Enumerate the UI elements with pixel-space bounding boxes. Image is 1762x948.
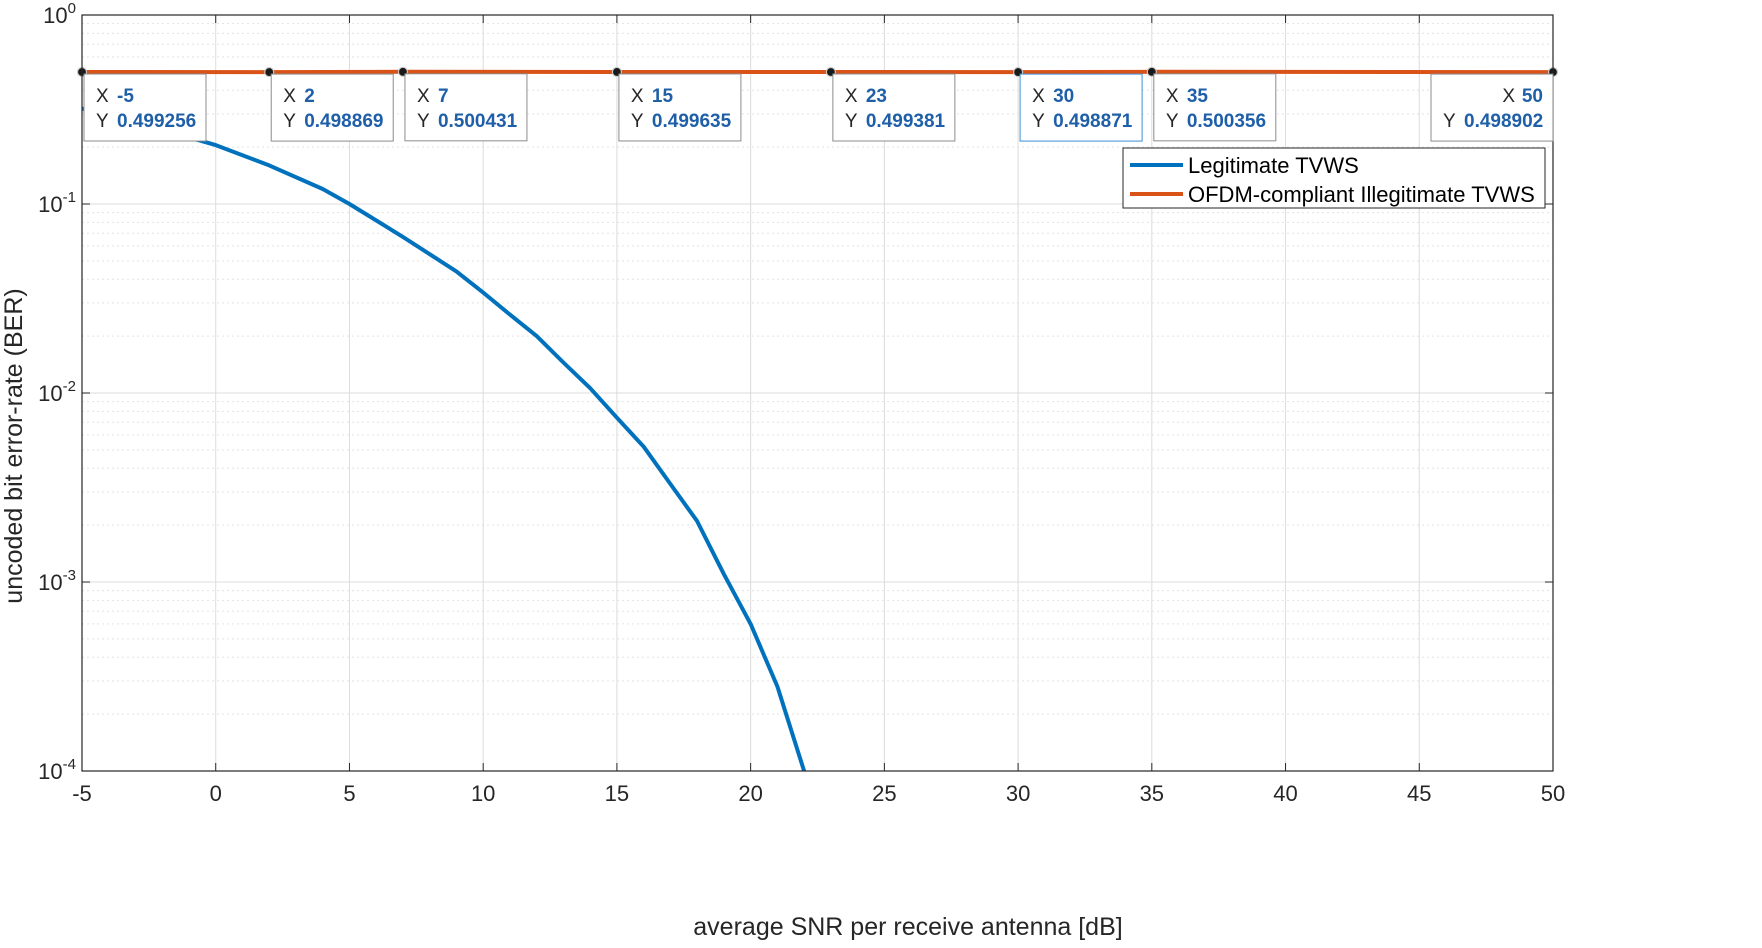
x-tick-label: 35 [1140, 781, 1164, 806]
datatip-x-value: 23 [866, 86, 887, 107]
datatip-x-key: X [417, 86, 430, 107]
datatip-y-value: 0.499635 [652, 111, 732, 132]
datatip-y-value: 0.498869 [304, 111, 383, 132]
x-axis-label: average SNR per receive antenna [dB] [693, 913, 1122, 941]
datatip-x-value: 15 [652, 86, 674, 107]
datatip-x-value: 7 [438, 86, 449, 107]
datatip-y-key: Y [845, 111, 858, 132]
datatip-y-key: Y [283, 111, 296, 132]
datatip: X -5 Y 0.499256 [84, 74, 206, 141]
y-axis-label: uncoded bit error-rate (BER) [0, 288, 28, 603]
x-tick-label: 0 [210, 781, 222, 806]
datatip-x-key: X [845, 86, 858, 107]
x-tick-label: 25 [872, 781, 896, 806]
datatip-x-value: 50 [1522, 86, 1543, 107]
datatip-y-key: Y [631, 111, 644, 132]
datatip-x-key: X [1166, 86, 1179, 107]
datatip-y-key: Y [96, 111, 109, 132]
datatip-y-value: 0.498871 [1053, 111, 1133, 132]
datatip-y-value: 0.500431 [438, 111, 518, 132]
x-tick-label: 45 [1407, 781, 1431, 806]
x-tick-label: 5 [343, 781, 355, 806]
datatip: X 15 Y 0.499635 [619, 74, 741, 141]
datatip-x-key: X [96, 86, 109, 107]
datatip-y-value: 0.500356 [1187, 111, 1266, 132]
x-tick-label: 40 [1273, 781, 1297, 806]
x-tick-label: 50 [1541, 781, 1565, 806]
datatip-x-value: -5 [117, 86, 134, 107]
datatip: 50 X Y 0.498902 [1431, 74, 1553, 141]
datatip-x-key: X [631, 86, 644, 107]
datatip-y-key: Y [1166, 111, 1179, 132]
legend[interactable]: Legitimate TVWS OFDM-compliant Illegitima… [1123, 148, 1545, 208]
datatip-x-key: X [283, 86, 296, 107]
datatip-y-key: Y [417, 111, 430, 132]
datatip: X 23 Y 0.499381 [833, 74, 955, 141]
datatip-y-value: 0.498902 [1464, 111, 1543, 132]
legend-entry: Legitimate TVWS [1188, 153, 1359, 178]
datatip: X 35 Y 0.500356 [1154, 74, 1276, 141]
datatip: X 30 Y 0.498871 [1020, 74, 1142, 141]
datatip-y-value: 0.499381 [866, 111, 946, 132]
x-tick-label: 20 [738, 781, 762, 806]
datatip-x-key: X [1032, 86, 1045, 107]
datatip-y-key: Y [1032, 111, 1045, 132]
x-tick-label: 30 [1006, 781, 1030, 806]
datatip-x-value: 35 [1187, 86, 1209, 107]
datatip-x-key: X [1502, 86, 1515, 107]
x-tick-label: 15 [605, 781, 629, 806]
legend-entry: OFDM-compliant Illegitimate TVWS [1188, 182, 1535, 207]
datatip-x-value: 30 [1053, 86, 1074, 107]
x-tick-label: -5 [72, 781, 92, 806]
datatip-y-value: 0.499256 [117, 111, 196, 132]
x-tick-label: 10 [471, 781, 495, 806]
datatip-x-value: 2 [304, 86, 315, 107]
datatip-y-key: Y [1443, 111, 1456, 132]
